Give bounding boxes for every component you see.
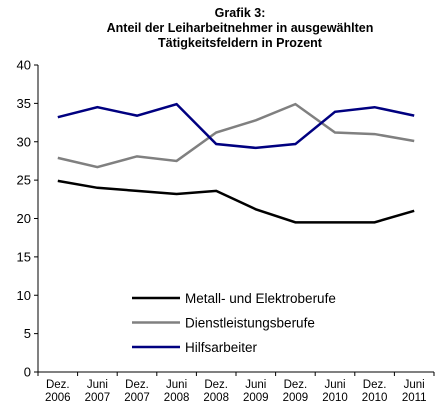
x-tick-label: Juni 2007 [85, 379, 111, 404]
y-tick-label: 35 [17, 96, 31, 111]
y-tick-label: 30 [17, 134, 31, 149]
x-tick-label: Dez. 2008 [203, 379, 229, 404]
chart-title: Grafik 3: [215, 6, 266, 20]
chart-title: Anteil der Leiharbeitnehmer in ausgewähl… [107, 21, 374, 35]
series-line [57, 102, 415, 150]
x-tick-label: Juni 2011 [402, 379, 427, 404]
y-tick-label: 5 [24, 326, 31, 341]
y-tick-label: 25 [17, 173, 31, 188]
x-tick-label: Juni 2009 [243, 379, 269, 404]
x-tick-label: Dez. 2010 [362, 379, 388, 404]
y-tick-label: 15 [17, 249, 31, 264]
y-tick-label: 40 [17, 58, 31, 73]
chart-title: Tätigkeitsfeldern in Prozent [158, 36, 323, 50]
y-tick-label: 10 [17, 288, 31, 303]
series-line [57, 179, 415, 224]
x-tick-label: Juni 2008 [164, 379, 190, 404]
x-tick-label: Juni 2010 [322, 379, 348, 404]
legend-label: Metall- und Elektroberufe [185, 291, 336, 306]
x-tick-label: Dez. 2006 [45, 379, 71, 404]
legend-label: Dienstleistungsberufe [185, 316, 315, 331]
legend-label: Hilfsarbeiter [185, 340, 258, 355]
y-tick-label: 0 [24, 365, 31, 380]
x-tick-label: Dez. 2009 [283, 379, 309, 404]
x-tick-label: Dez. 2007 [124, 379, 150, 404]
y-tick-label: 20 [17, 211, 31, 226]
series-line [57, 102, 415, 169]
